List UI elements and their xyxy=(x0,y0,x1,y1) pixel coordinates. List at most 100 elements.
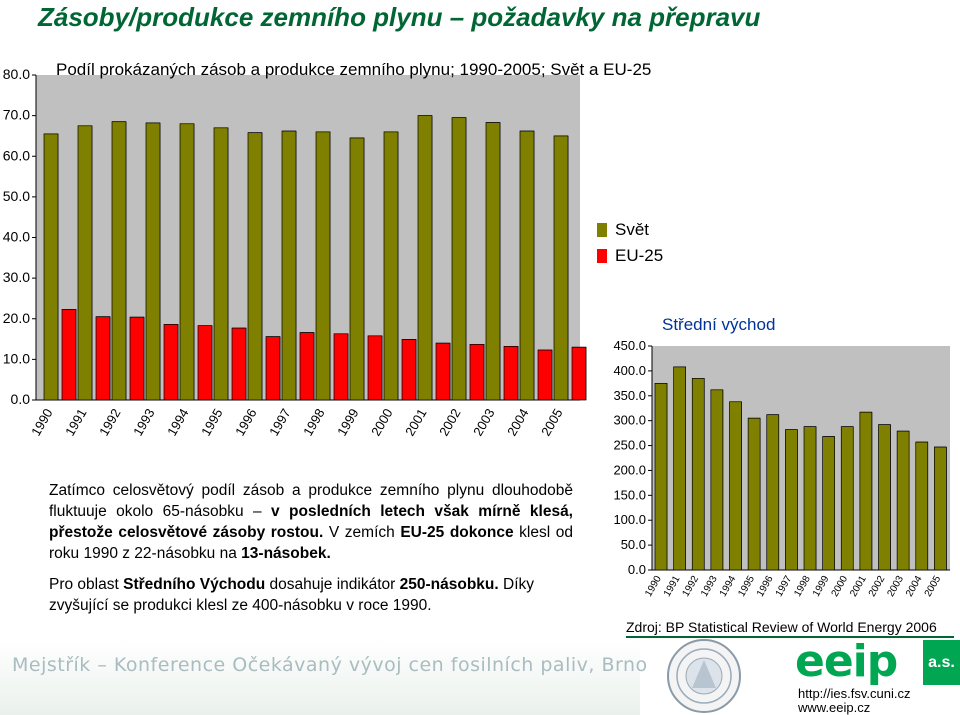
bar-primary xyxy=(349,137,365,401)
bar-secondary xyxy=(537,349,553,401)
eeip-logo: eeip a.s. xyxy=(795,640,960,685)
bar-secondary xyxy=(333,333,349,401)
x-tick-label: 1994 xyxy=(718,574,739,599)
paragraph2-run: Středního Východu xyxy=(123,576,266,593)
bar-secondary xyxy=(503,346,519,401)
y-tick-label: 200.0 xyxy=(613,462,646,477)
y-tick-label: 10.0 xyxy=(3,350,30,366)
x-tick-label: 2000 xyxy=(368,406,395,439)
paragraph1-run: 13-násobek. xyxy=(241,545,331,562)
chart1-title: Podíl prokázaných zásob a produkce zemní… xyxy=(56,60,652,79)
y-tick-label: 350.0 xyxy=(613,388,646,403)
bar-primary xyxy=(247,132,263,401)
bar-primary xyxy=(519,130,535,401)
url-ies[interactable]: http://ies.fsv.cuni.cz xyxy=(798,686,911,701)
chart1-legend: Svět EU-25 xyxy=(597,218,663,270)
source-note: Zdroj: BP Statistical Review of World En… xyxy=(626,619,937,635)
logo-eeip-text: eeip xyxy=(795,640,922,685)
bar-secondary xyxy=(95,316,111,401)
paragraph-global-share: Zatímco celosvětový podíl zásob a produk… xyxy=(49,480,573,564)
page-title: Zásoby/produkce zemního plynu – požadavk… xyxy=(38,2,761,32)
paragraph1-run: Zatímco celosvětový podíl zásob a produk… xyxy=(49,482,573,520)
bar-secondary xyxy=(367,335,383,401)
x-tick-label: 2001 xyxy=(848,574,869,599)
url-eeip[interactable]: www.eeip.cz xyxy=(798,700,871,715)
bar-primary xyxy=(417,115,433,401)
bar-secondary xyxy=(231,327,247,401)
x-tick-label: 1997 xyxy=(774,574,795,599)
x-tick-label: 1991 xyxy=(62,406,89,439)
x-tick-label: 1993 xyxy=(130,406,157,439)
legend-swatch-eu25 xyxy=(597,249,607,263)
bar-primary xyxy=(840,426,854,571)
legend-item-eu25: EU-25 xyxy=(597,244,663,268)
middle-east-chart: 0.0 50.0 100.0 150.0 200.0 250.0 300.0 350.0 400… xyxy=(613,338,950,599)
bar-primary xyxy=(315,131,331,401)
bar-secondary xyxy=(469,343,485,401)
university-seal-icon xyxy=(667,639,741,713)
source-divider xyxy=(626,636,954,638)
y-tick-label: 450.0 xyxy=(613,338,646,353)
x-tick-label: 2005 xyxy=(923,574,944,599)
x-tick-label: 1993 xyxy=(699,574,720,599)
paragraph2-run: 250-násobku. xyxy=(399,576,499,593)
bar-primary xyxy=(213,127,229,401)
y-tick-label: 20.0 xyxy=(3,310,30,326)
bar-primary xyxy=(878,424,891,571)
world-eu-chart: 0.0 10.0 20.0 30.0 40.0 50.0 60.0 70.0 80.0 1990 1… xyxy=(3,66,587,439)
x-tick-label: 1990 xyxy=(643,574,664,599)
x-tick-label: 2003 xyxy=(885,574,906,599)
bar-primary xyxy=(729,401,742,571)
x-tick-label: 1992 xyxy=(96,406,123,439)
bar-primary xyxy=(673,366,686,571)
bar-secondary xyxy=(129,316,145,401)
bar-primary xyxy=(111,121,127,401)
bar-primary xyxy=(691,378,705,571)
x-tick-label: 1999 xyxy=(811,574,832,599)
paragraph-middle-east: Pro oblast Středního Východu dosahuje in… xyxy=(49,574,573,616)
x-tick-label: 2000 xyxy=(830,574,851,599)
y-tick-label: 250.0 xyxy=(613,438,646,453)
x-tick-label: 1996 xyxy=(232,406,259,439)
bar-primary xyxy=(179,123,195,401)
x-tick-label: 1995 xyxy=(736,574,757,599)
y-tick-label: 70.0 xyxy=(3,107,30,123)
x-tick-label: 1997 xyxy=(266,406,293,439)
bar-primary xyxy=(451,117,467,401)
x-tick-label: 1991 xyxy=(662,574,683,599)
bar-primary xyxy=(859,411,873,571)
paragraph2-run: Díky zvyšující se produkci klesl ze 400-… xyxy=(49,576,534,614)
bar-secondary xyxy=(61,309,77,401)
x-tick-label: 1995 xyxy=(198,406,225,439)
y-tick-label: 50.0 xyxy=(621,537,646,552)
bar-primary xyxy=(654,382,668,571)
legend-label-eu25: EU-25 xyxy=(615,246,664,265)
bar-primary xyxy=(785,429,798,571)
bar-primary xyxy=(43,133,59,401)
x-tick-label: 2003 xyxy=(470,406,497,439)
legend-swatch-svet xyxy=(597,223,607,237)
bar-primary xyxy=(822,436,835,571)
bar-secondary xyxy=(197,325,213,401)
paragraph1-run: V zemích xyxy=(323,524,401,541)
x-tick-label: 2002 xyxy=(867,574,888,599)
bar-primary xyxy=(766,414,780,571)
x-tick-label: 1998 xyxy=(792,574,813,599)
bar-primary xyxy=(710,389,724,571)
paragraph2-run: Pro oblast xyxy=(49,576,124,593)
bar-secondary xyxy=(435,342,451,401)
bar-primary xyxy=(915,441,929,571)
y-tick-label: 40.0 xyxy=(3,229,30,245)
x-tick-label: 1992 xyxy=(681,574,702,599)
footer-band xyxy=(0,640,640,715)
y-tick-label: 50.0 xyxy=(3,188,30,204)
paragraph2-run: dosahuje indikátor xyxy=(265,576,400,593)
legend-label-svet: Svět xyxy=(615,220,650,239)
y-tick-label: 60.0 xyxy=(3,147,30,163)
y-tick-label: 80.0 xyxy=(3,66,30,82)
bar-primary xyxy=(77,125,93,401)
bar-secondary xyxy=(571,346,587,401)
y-tick-label: 400.0 xyxy=(613,363,646,378)
bar-secondary xyxy=(299,332,315,401)
chart2-title: Střední východ xyxy=(662,315,776,334)
